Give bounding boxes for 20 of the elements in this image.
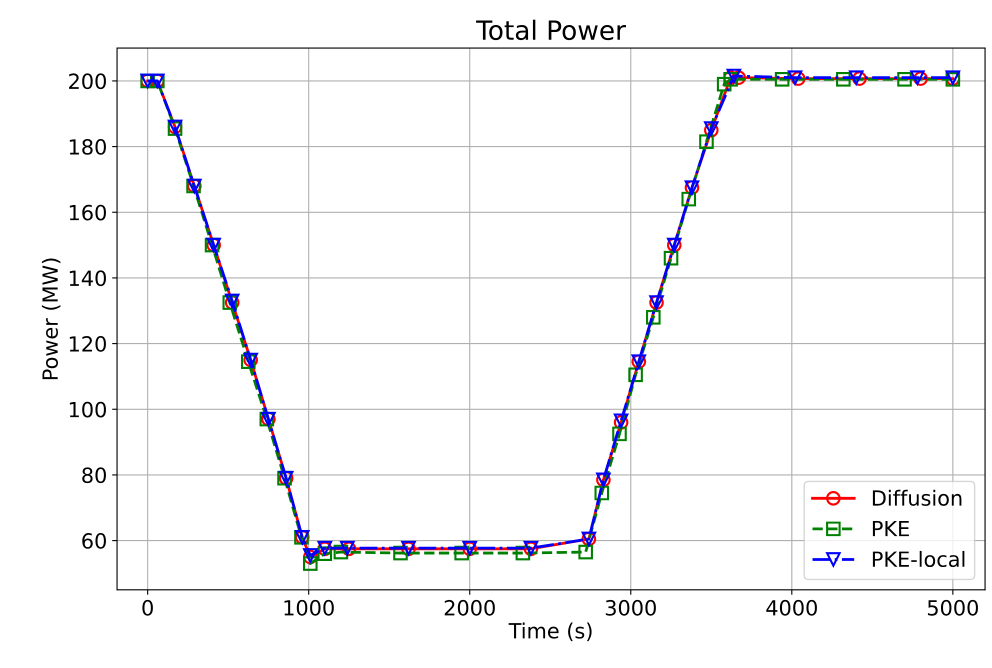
legend-label: PKE (872, 520, 909, 536)
x-axis-title: Time (s) (508, 622, 592, 642)
y-tick-label: 200 (69, 73, 106, 90)
y-tick-label: 100 (70, 402, 106, 418)
y-tick-label: 80 (82, 467, 106, 484)
x-tick-label: 1000 (284, 600, 334, 616)
y-tick-label: 180 (70, 139, 106, 155)
y-tick-label: 120 (70, 336, 106, 352)
y-tick-label: 160 (70, 204, 106, 220)
legend-label: Diffusion (872, 490, 962, 506)
x-tick-label: 2000 (444, 600, 495, 616)
chart-title: Total Power (476, 20, 626, 40)
y-tick-label: 140 (70, 270, 106, 286)
x-tick-label: 0 (142, 600, 153, 616)
x-tick-label: 3000 (606, 600, 656, 616)
x-tick-label: 5000 (928, 600, 978, 616)
y-axis-title: Power (MW) (42, 258, 60, 380)
legend-label: PKE-local (872, 550, 964, 568)
y-tick-label: 60 (82, 533, 106, 549)
x-tick-label: 4000 (766, 600, 817, 616)
